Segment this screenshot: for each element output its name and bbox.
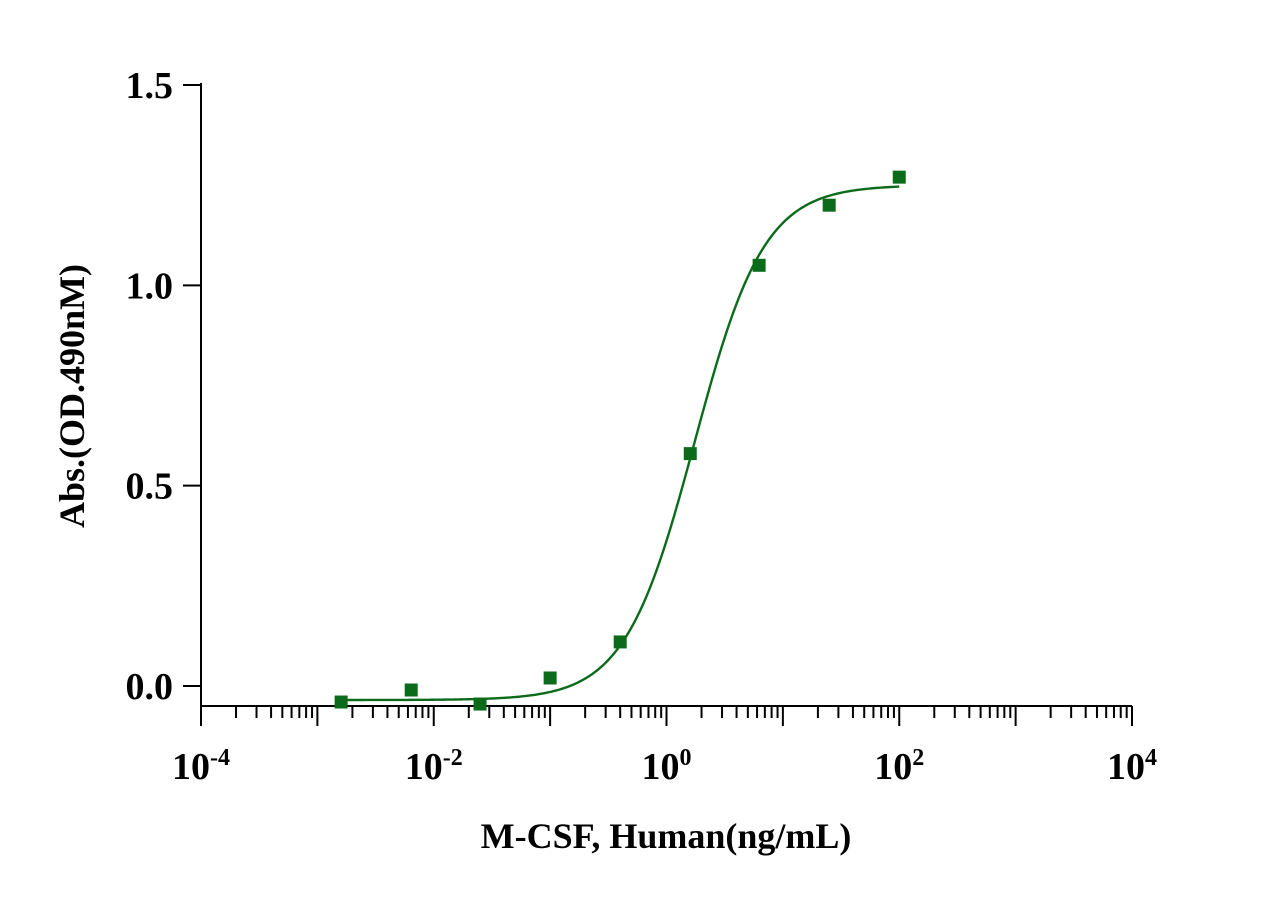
y-axis-title: Abs.(OD.490nM)	[52, 264, 92, 528]
data-layer	[334, 170, 906, 711]
series-0-point	[473, 697, 487, 711]
x-tick-base: 10	[405, 746, 443, 788]
x-tick-base: 10	[172, 746, 210, 788]
x-tick-exponent: 2	[912, 745, 924, 771]
x-tick-exponent: -4	[210, 745, 230, 771]
x-tick-base: 10	[642, 746, 680, 788]
x-axis-title: M-CSF, Human(ng/mL)	[481, 816, 852, 856]
series-0-point	[613, 635, 627, 649]
x-tick-label: 102	[874, 745, 924, 788]
x-tick-base: 10	[874, 746, 912, 788]
x-tick-label: 104	[1107, 745, 1157, 788]
y-tick-label: 0.0	[126, 666, 174, 708]
series-0-point	[752, 258, 766, 272]
series-0-point	[334, 695, 348, 709]
series-0-point	[892, 170, 906, 184]
y-tick-label: 1.0	[126, 265, 174, 307]
x-tick-label: 10-4	[172, 745, 230, 788]
x-tick-exponent: 0	[680, 745, 692, 771]
series-0-point	[683, 447, 697, 461]
x-tick-exponent: -2	[443, 745, 463, 771]
x-tick-base: 10	[1107, 746, 1145, 788]
y-tick-label: 1.5	[126, 65, 174, 107]
axes-layer: 0.00.51.01.510-4 10-2 100 102 104	[126, 65, 1158, 788]
x-tick-exponent: 4	[1145, 745, 1157, 771]
series-0-point	[404, 683, 418, 697]
x-tick-label: 10-2	[405, 745, 463, 788]
y-tick-label: 0.5	[126, 466, 174, 508]
series-0-fit-curve	[341, 185, 900, 702]
x-tick-label: 100	[642, 745, 692, 788]
series-0-point	[543, 671, 557, 685]
series-0-point	[822, 198, 836, 212]
